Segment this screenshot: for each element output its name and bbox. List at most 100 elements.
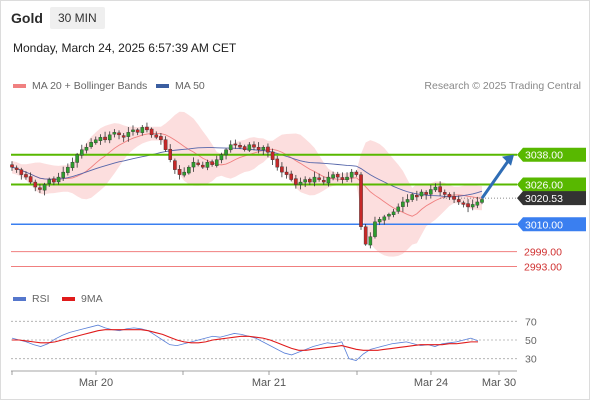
candle xyxy=(47,177,52,187)
level-tag-3026.00: 3026.00 xyxy=(517,177,586,192)
candle-body xyxy=(340,177,345,180)
candle xyxy=(61,166,65,182)
legend-9ma: 9MA xyxy=(62,293,103,305)
candle-body xyxy=(475,201,480,206)
candle xyxy=(475,196,480,209)
candle-body xyxy=(242,146,247,150)
candle-body xyxy=(177,169,182,175)
candle-body xyxy=(219,154,224,161)
candle-body xyxy=(308,178,312,183)
candle xyxy=(177,165,182,180)
candle-body xyxy=(387,214,391,217)
candle-body xyxy=(24,174,28,178)
candle xyxy=(196,159,200,167)
research-credit: Research © 2025 Trading Central xyxy=(424,80,581,92)
candle xyxy=(340,172,345,184)
candle xyxy=(19,167,24,180)
candle-body xyxy=(42,184,47,191)
candle-body xyxy=(289,173,294,180)
candle-body xyxy=(270,151,275,160)
candle-body xyxy=(75,154,79,163)
candle xyxy=(363,223,368,246)
level-tag-3010.00: 3010.00 xyxy=(517,217,586,232)
candle-body xyxy=(233,143,238,146)
candles xyxy=(10,122,484,249)
level-label-2993.00: 2993.00 xyxy=(524,262,562,274)
timestamp: Monday, March 24, 2025 6:57:39 AM CET xyxy=(13,41,237,55)
candle-body xyxy=(415,195,419,198)
legend-rsi: RSI xyxy=(13,293,50,305)
candle xyxy=(321,176,326,185)
timeframe-button[interactable]: 30 MIN xyxy=(50,7,105,29)
candle xyxy=(70,157,75,171)
candle xyxy=(266,143,270,158)
candle xyxy=(261,145,266,155)
candle-body xyxy=(256,146,261,150)
rsi-panel: 70 50 30 xyxy=(11,316,537,366)
candle xyxy=(270,148,275,166)
candle-body xyxy=(424,192,428,195)
candle-body xyxy=(335,174,340,178)
candle xyxy=(205,159,210,171)
rsi-tick-70: 70 xyxy=(525,316,537,328)
candle xyxy=(242,144,247,152)
candle xyxy=(410,192,414,202)
bollinger-band-area xyxy=(12,111,482,257)
candle-body xyxy=(80,149,84,156)
candle-body xyxy=(331,174,335,179)
candle-body xyxy=(149,128,154,136)
candle-body xyxy=(261,147,266,151)
level-tag-box xyxy=(517,217,586,232)
candle xyxy=(66,163,70,176)
ma50-label: MA 50 xyxy=(175,80,205,92)
level-tag-3020.53: 3020.53 xyxy=(517,191,586,206)
level-tag-box xyxy=(517,147,586,162)
candle-body xyxy=(187,166,191,174)
candle xyxy=(252,141,256,151)
candle xyxy=(326,171,331,187)
x-tick-label: Mar 24 xyxy=(414,377,448,389)
candle-body xyxy=(140,127,145,133)
candle xyxy=(200,161,205,169)
candle xyxy=(298,177,303,190)
candle xyxy=(75,152,79,168)
candle xyxy=(52,176,56,186)
candle xyxy=(368,232,373,249)
candle-body xyxy=(321,179,326,183)
candle-body xyxy=(410,194,414,200)
candle xyxy=(210,159,214,167)
candle-body xyxy=(10,164,14,168)
rsi-series-rsi xyxy=(11,324,479,361)
candle-body xyxy=(93,139,98,144)
rsi-series-9ma xyxy=(12,329,478,351)
candle xyxy=(317,173,321,182)
candle-body xyxy=(214,159,219,166)
candle-body xyxy=(135,129,140,133)
level-label-3038.00: 3038.00 xyxy=(525,150,563,162)
candle xyxy=(289,170,294,182)
candle xyxy=(415,190,419,201)
rsi-swatch xyxy=(13,297,26,301)
candle xyxy=(149,127,154,138)
candle xyxy=(391,209,396,218)
ma20-swatch xyxy=(13,84,26,88)
candle-body xyxy=(126,132,131,137)
candle-body xyxy=(66,166,70,173)
candle xyxy=(219,152,224,164)
candle-body xyxy=(401,201,405,207)
candle-body xyxy=(196,162,200,165)
candle xyxy=(312,171,317,187)
chart-header: Gold 30 MIN xyxy=(0,0,590,36)
candle xyxy=(228,140,233,153)
candle xyxy=(126,127,131,142)
candle-body xyxy=(84,147,89,151)
candle-body xyxy=(466,203,470,208)
candle-body xyxy=(447,194,452,198)
candle xyxy=(233,139,238,149)
candle-body xyxy=(121,135,126,138)
candle-body xyxy=(145,126,149,131)
candle-body xyxy=(373,221,377,237)
ma9-label: 9MA xyxy=(81,293,103,305)
candle-body xyxy=(456,199,461,203)
x-axis: Mar 20 Mar 21 Mar 24 Mar 30 xyxy=(11,370,517,389)
